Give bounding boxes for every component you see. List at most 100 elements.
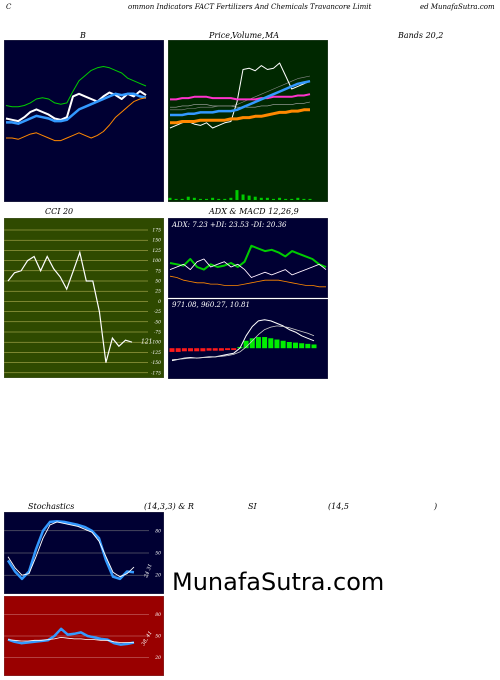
header-left: C [6,3,12,11]
bb-upper-band-line [5,66,147,108]
volume-bar [186,196,190,200]
pm-ma-long-line [170,108,310,125]
volume-bar [229,197,233,200]
adx-panel [168,218,328,298]
header-title: ommon Indicators FACT Fertilizers And Ch… [128,3,372,11]
macd-histogram-bar [212,348,218,351]
macd-histogram-bar [181,348,187,352]
volume-bar [253,196,257,200]
cci-tick-label: 50 [155,279,161,285]
rsi-tick-label: 20 [154,655,161,661]
macd-histogram-bar [225,348,231,351]
stoch-tick-label: 80 [155,528,161,534]
stochastics-panel: 80 50 20 24 31 [4,512,164,594]
cci-tick-label: 0 [158,299,161,305]
pm-ma-gray-line-2 [170,75,311,111]
volume-bar [308,198,312,200]
volume-bar [235,190,239,200]
rsi-line [7,627,135,646]
cci-title: CCI 20 [45,207,74,216]
adx-minus-di-line [169,258,327,278]
volume-bar [247,195,251,200]
macd-histogram-bar [200,348,206,352]
adx-macd-title: ADX & MACD 12,26,9 [209,207,299,216]
stoch-title-e: ) [434,502,438,511]
price-ma-panel [168,40,328,202]
adx-readout: ADX: 7.23 +DI: 23.53 -DI: 20.36 [172,221,287,229]
stoch-d-line [7,521,135,578]
adx-plus-di-line [169,244,327,271]
cci-panel: 175 150 125 100 75 50 25 0 -25 -50 -75 -100 -125 -150… [4,218,164,378]
volume-bar [259,197,263,200]
volume-bar [290,198,294,200]
volume-bar [265,197,269,200]
cci-tick-label: 125 [152,248,161,254]
volume-bar [205,198,209,200]
macd-histogram-bar [169,348,175,352]
macd-readout: 971.08, 960.27, 10.81 [172,301,250,309]
price-title-a: Price, [209,31,233,40]
adx-line [169,275,326,288]
macd-histogram-bar [194,348,200,352]
price-title-c: MA [265,31,279,40]
macd-histogram-bar [305,343,311,349]
cci-tick-label: -50 [154,319,161,325]
macd-histogram-bar [262,337,268,349]
cci-tick-label: 25 [154,289,161,295]
cci-tick-label: -125 [151,350,161,356]
bb-lower-band-line [6,97,147,142]
cci-tick-label: -25 [154,309,161,315]
macd-histogram-bar [249,338,255,349]
stoch-tick-label: 20 [154,573,161,579]
macd-histogram-bar [243,340,249,349]
macd-histogram-bar [311,344,317,349]
rsi-mfi-line [7,637,134,643]
cci-tick-label: 175 [152,228,161,234]
volume-bar [284,198,288,200]
cci-tick-label: -175 [151,370,161,376]
macd-histogram-bar [188,348,194,352]
rsi-tick-label: 50 [155,634,161,640]
stoch-tick-label: 50 [155,551,161,557]
stoch-current-label: 24 31 [143,563,154,579]
volume-bar [180,198,184,200]
volume-bar [192,197,196,200]
volume-bar [296,197,300,200]
volume-bar [168,197,172,200]
macd-histogram-bar [255,337,261,349]
volume-bar [217,198,221,200]
stoch-title-d: (14,5 [328,502,349,511]
stoch-title-c: SI [248,502,257,511]
stoch-k-line [6,519,135,581]
price-title-b: Volume, [232,31,265,40]
cci-tick-label: 100 [152,258,161,264]
cci-tick-label: 150 [152,238,161,244]
cci-tick-label: -150 [151,360,161,366]
macd-panel [168,299,328,379]
volume-bar [302,198,306,200]
bands-title: Bands 20,2 [398,31,444,40]
volume-bar [241,194,245,200]
bb-price-line [5,90,147,123]
cci-current-label: 121 [141,339,152,346]
pm-ma-mid-line [170,79,311,117]
volume-bar [211,197,215,200]
bollinger-panel [4,40,164,202]
macd-histogram-bar [286,342,292,349]
cci-tick-label: 75 [155,268,161,274]
volume-bar [174,198,178,200]
macd-histogram-bar [268,338,274,349]
macd-histogram-bar [299,343,305,349]
rsi-panel: 80 50 20 38, 41 [4,596,164,676]
macd-histogram-bar [231,348,237,351]
macd-signal-line [172,325,315,360]
macd-histogram-bar [218,348,224,351]
stoch-title-a: Stochastics [28,502,75,511]
watermark: MunafaSutra.com [172,568,385,596]
cci-line [7,250,133,363]
bb-middle-band-line [6,92,147,125]
pm-ma-short-line [170,93,311,101]
macd-histogram-bar [274,339,280,349]
volume-bar [198,198,202,200]
cci-tick-label: -100 [151,340,161,346]
